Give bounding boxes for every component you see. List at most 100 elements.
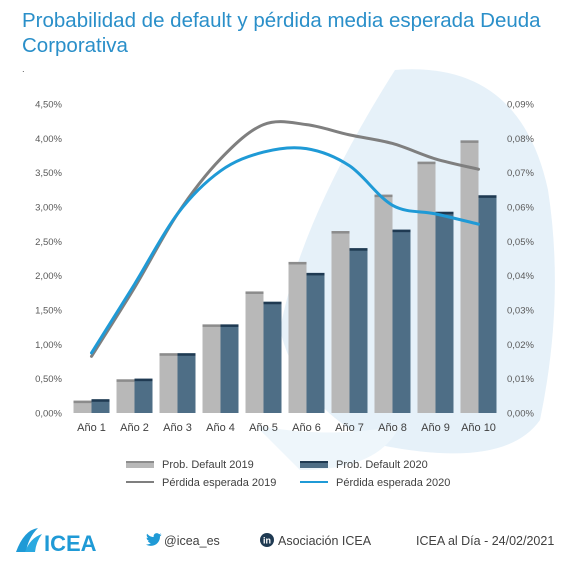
bar-prob-default-2020 — [435, 211, 454, 413]
y-left-tick-label: 1,00% — [35, 340, 62, 351]
y-left-tick-label: 0,00% — [35, 409, 62, 420]
x-category-label: Año 3 — [163, 422, 192, 434]
y-right-tick-label: 0,09% — [507, 100, 534, 111]
bar-cap — [306, 272, 325, 276]
svg-text:in: in — [263, 536, 271, 546]
y-left-tick-label: 3,00% — [35, 203, 62, 214]
bar-prob-default-2019 — [159, 353, 178, 413]
legend-swatch — [300, 461, 328, 468]
lines — [90, 120, 480, 358]
footer: ICEA @icea_es in Asociación ICEA ICEA al… — [0, 522, 567, 562]
y-right-tick-label: 0,06% — [507, 203, 534, 214]
bar-cap — [435, 211, 454, 215]
legend: Prob. Default 2019 Prob. Default 2020 Pérd… — [126, 459, 450, 489]
bar-prob-default-2019 — [374, 194, 393, 413]
linkedin-name[interactable]: Asociación ICEA — [278, 534, 372, 548]
twitter-handle[interactable]: @icea_es — [164, 534, 220, 548]
bar-prob-default-2020 — [134, 378, 153, 413]
legend-label: Prob. Default 2020 — [336, 459, 428, 471]
bar-cap — [177, 353, 196, 356]
bar-cap — [417, 161, 436, 165]
subtitle-mark: . — [22, 64, 25, 75]
x-category-label: Año 1 — [77, 422, 106, 434]
x-category-label: Año 5 — [249, 422, 278, 434]
y-left-tick-label: 4,50% — [35, 100, 62, 111]
bar-cap — [134, 378, 153, 382]
y-right-tick-label: 0,08% — [507, 134, 534, 145]
line-perdida-esperada-2020 — [90, 146, 480, 355]
chart-title: Probabilidad de default y pérdida media … — [22, 9, 541, 57]
y-left-tick-label: 2,00% — [35, 271, 62, 282]
y-right-tick-label: 0,01% — [507, 374, 534, 385]
legend-label: Pérdida esperada 2019 — [162, 477, 276, 489]
y-left-tick-label: 1,50% — [35, 306, 62, 317]
x-category-label: Año 2 — [120, 422, 149, 434]
bar-cap — [91, 399, 110, 402]
bar-cap — [159, 353, 178, 356]
y-right-tick-label: 0,07% — [507, 168, 534, 179]
bar-prob-default-2019 — [331, 231, 350, 413]
y-right-tick-label: 0,03% — [507, 306, 534, 317]
x-category-label: Año 6 — [292, 422, 321, 434]
bar-prob-default-2020 — [306, 272, 325, 413]
bar-prob-default-2019 — [417, 161, 436, 413]
bar-cap — [349, 248, 368, 251]
x-category-label: Año 8 — [378, 422, 407, 434]
y-right-tick-label: 0,00% — [507, 409, 534, 420]
y-left-tick-label: 0,50% — [35, 374, 62, 385]
bar-prob-default-2019 — [245, 291, 264, 413]
bar-prob-default-2019 — [116, 379, 135, 413]
footer-date: ICEA al Día - 24/02/2021 — [416, 534, 555, 548]
legend-label: Pérdida esperada 2020 — [336, 477, 450, 489]
x-category-label: Año 7 — [335, 422, 364, 434]
y-right-tick-label: 0,05% — [507, 237, 534, 248]
y-left-tick-label: 2,50% — [35, 237, 62, 248]
background-blob — [255, 425, 400, 470]
icea-logo-mark — [16, 528, 42, 552]
bar-prob-default-2020 — [91, 399, 110, 413]
bar-prob-default-2020 — [220, 324, 239, 413]
y-left-tick-label: 3,50% — [35, 168, 62, 179]
bar-prob-default-2020 — [392, 229, 411, 413]
bar-prob-default-2019 — [202, 324, 221, 413]
bar-cap — [392, 229, 411, 233]
linkedin-icon: in — [260, 533, 274, 552]
left-axis: 0,00% 0,50% 1,00% 1,50% 2,00% 2,50% 3,00% 3,50%… — [35, 100, 62, 420]
bar-prob-default-2020 — [478, 195, 497, 413]
category-labels: Año 1 Año 2 Año 3 Año 4 Año 5 Año 6 Año 7 Año 8… — [77, 422, 496, 434]
bar-prob-default-2019 — [288, 261, 307, 413]
icea-logo: ICEA — [14, 524, 114, 565]
bar-cap — [202, 324, 221, 327]
bar-cap — [73, 400, 92, 404]
bar-prob-default-2020 — [177, 353, 196, 413]
bar-prob-default-2019 — [73, 400, 92, 413]
bar-prob-default-2020 — [349, 248, 368, 413]
y-right-tick-label: 0,04% — [507, 271, 534, 282]
icea-logo-text: ICEA — [44, 531, 97, 556]
bar-prob-default-2019 — [460, 140, 479, 414]
bar-cap — [331, 231, 350, 234]
y-left-tick-label: 4,00% — [35, 134, 62, 145]
bar-cap — [116, 379, 135, 382]
bar-cap — [460, 140, 479, 143]
x-category-label: Año 9 — [421, 422, 450, 434]
right-axis: 0,00% 0,01% 0,02% 0,03% 0,04% 0,05% 0,06% 0,07%… — [507, 100, 534, 420]
bar-cap — [220, 324, 239, 327]
legend-swatch-cap — [126, 461, 154, 463]
legend-swatch-cap — [300, 461, 328, 463]
bar-cap — [478, 195, 497, 198]
bar-prob-default-2020 — [263, 301, 282, 413]
bar-cap — [374, 194, 393, 198]
twitter-icon — [146, 533, 162, 552]
legend-label: Prob. Default 2019 — [162, 459, 254, 471]
bar-cap — [263, 301, 282, 305]
x-category-label: Año 4 — [206, 422, 235, 434]
legend-swatch — [126, 461, 154, 468]
bar-cap — [245, 291, 264, 294]
bar-cap — [288, 261, 307, 265]
x-category-label: Año 10 — [461, 422, 496, 434]
y-right-tick-label: 0,02% — [507, 340, 534, 351]
bars — [73, 140, 497, 414]
